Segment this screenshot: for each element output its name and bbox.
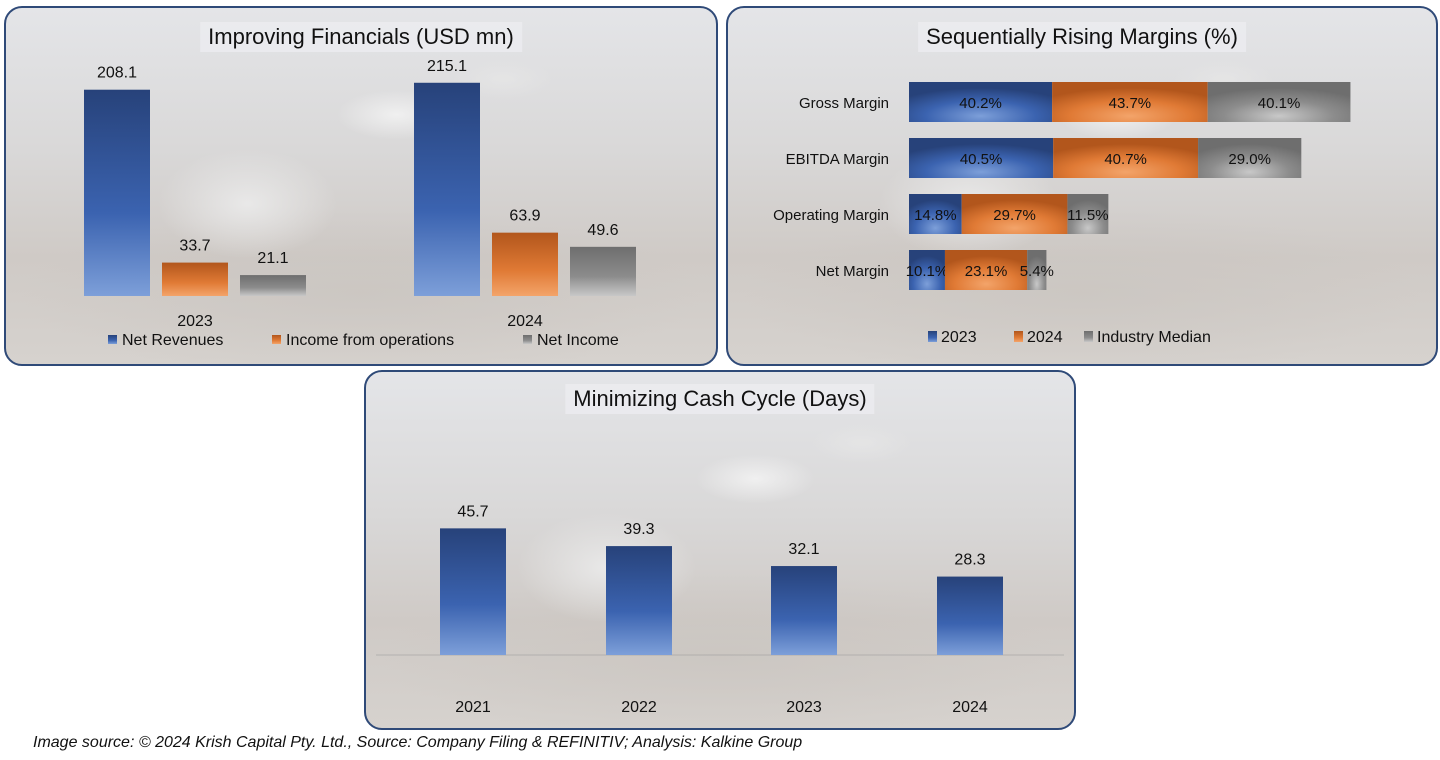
bar-2024-operating-margin (961, 194, 1068, 234)
bar-2023-ebitda-margin (909, 138, 1054, 178)
bar-net-income-2023 (240, 275, 306, 296)
financials-chart-title: Improving Financials (USD mn) (200, 22, 522, 52)
x-tick-label: 2023 (177, 313, 213, 330)
legend-swatch (523, 335, 532, 344)
bar-industry-median-gross-margin (1207, 82, 1351, 122)
legend-swatch (272, 335, 281, 344)
bar-2023-net-margin (909, 250, 945, 290)
data-label: 215.1 (427, 58, 467, 75)
bar-cash-cycle-2024 (937, 576, 1003, 655)
data-label: 43.7% (1109, 95, 1152, 112)
data-label: 32.1 (788, 541, 819, 558)
legend-label: Net Revenues (122, 332, 223, 349)
data-label: 29.0% (1228, 151, 1271, 168)
x-tick-label: 2022 (621, 699, 657, 716)
bar-net-income-2024 (570, 246, 636, 296)
bar-net-revenues-2024 (414, 82, 480, 296)
data-label: 29.7% (993, 207, 1036, 224)
margins-chart-title: Sequentially Rising Margins (%) (918, 22, 1246, 52)
data-label: 40.5% (960, 151, 1003, 168)
legend-label: Income from operations (286, 332, 454, 349)
data-label: 208.1 (97, 65, 137, 82)
bar-industry-median-operating-margin (1067, 194, 1109, 234)
legend-label: Industry Median (1097, 329, 1211, 346)
legend-label: Net Income (537, 332, 619, 349)
bar-2024-net-margin (944, 250, 1028, 290)
bar-cash-cycle-2022 (606, 546, 672, 655)
data-label: 49.6 (587, 222, 618, 239)
bar-2023-gross-margin (909, 82, 1053, 122)
legend-label: 2023 (941, 329, 977, 346)
data-label: 11.5% (1067, 207, 1108, 224)
data-label: 10.1% (906, 263, 949, 280)
bar-2024-ebitda-margin (1053, 138, 1199, 178)
data-label: 5.4% (1020, 263, 1054, 280)
bar-net-revenues-2023 (84, 89, 150, 296)
legend-swatch (928, 331, 937, 342)
x-tick-label: 2024 (507, 313, 543, 330)
data-label: 39.3 (623, 521, 654, 538)
bar-2023-operating-margin (909, 194, 962, 234)
data-label: 14.8% (914, 207, 957, 224)
margins-chart: Gross Margin 40.2% 43.7% 40.1% EBITDA Margin… (773, 82, 1351, 346)
bar-income-from-operations-2023 (162, 262, 228, 296)
margins-chart-panel: Gross Margin 40.2% 43.7% 40.1% EBITDA Margin… (726, 6, 1438, 366)
data-label: 28.3 (954, 552, 985, 569)
financials-chart-panel: 208.1 33.7 21.1 2023 215.1 63.9 49.6 2024 Net Re… (4, 6, 718, 366)
bar-industry-median-net-margin (1027, 250, 1047, 290)
legend-swatch (1014, 331, 1023, 342)
category-label: Gross Margin (799, 95, 889, 112)
x-tick-label: 2023 (786, 699, 822, 716)
data-label: 23.1% (965, 263, 1008, 280)
bar-industry-median-ebitda-margin (1198, 138, 1302, 178)
image-source-footer: Image source: © 2024 Krish Capital Pty. … (33, 734, 803, 751)
cash-cycle-chart: 45.7 2021 39.3 2022 32.1 2023 28.3 2024 (376, 503, 1064, 716)
bar-income-from-operations-2024 (492, 232, 558, 296)
legend-label: 2024 (1027, 329, 1063, 346)
category-label: Net Margin (816, 263, 889, 280)
data-label: 63.9 (509, 208, 540, 225)
financials-chart: 208.1 33.7 21.1 2023 215.1 63.9 49.6 2024 Net Re… (84, 58, 636, 349)
x-tick-label: 2024 (952, 699, 988, 716)
category-label: Operating Margin (773, 207, 889, 224)
bar-cash-cycle-2023 (771, 566, 837, 655)
data-label: 40.2% (959, 95, 1002, 112)
bar-cash-cycle-2021 (440, 528, 506, 655)
data-label: 40.1% (1258, 95, 1301, 112)
cash-cycle-chart-panel: 45.7 2021 39.3 2022 32.1 2023 28.3 2024 Minimiz… (364, 370, 1076, 730)
data-label: 40.7% (1104, 151, 1147, 168)
data-label: 33.7 (179, 238, 210, 255)
cash-cycle-chart-title: Minimizing Cash Cycle (Days) (565, 384, 875, 414)
category-label: EBITDA Margin (786, 151, 889, 168)
data-label: 45.7 (457, 503, 488, 520)
bar-2024-gross-margin (1052, 82, 1208, 122)
x-tick-label: 2021 (455, 699, 491, 716)
legend-swatch (108, 335, 117, 344)
legend-swatch (1084, 331, 1093, 342)
data-label: 21.1 (257, 250, 288, 267)
